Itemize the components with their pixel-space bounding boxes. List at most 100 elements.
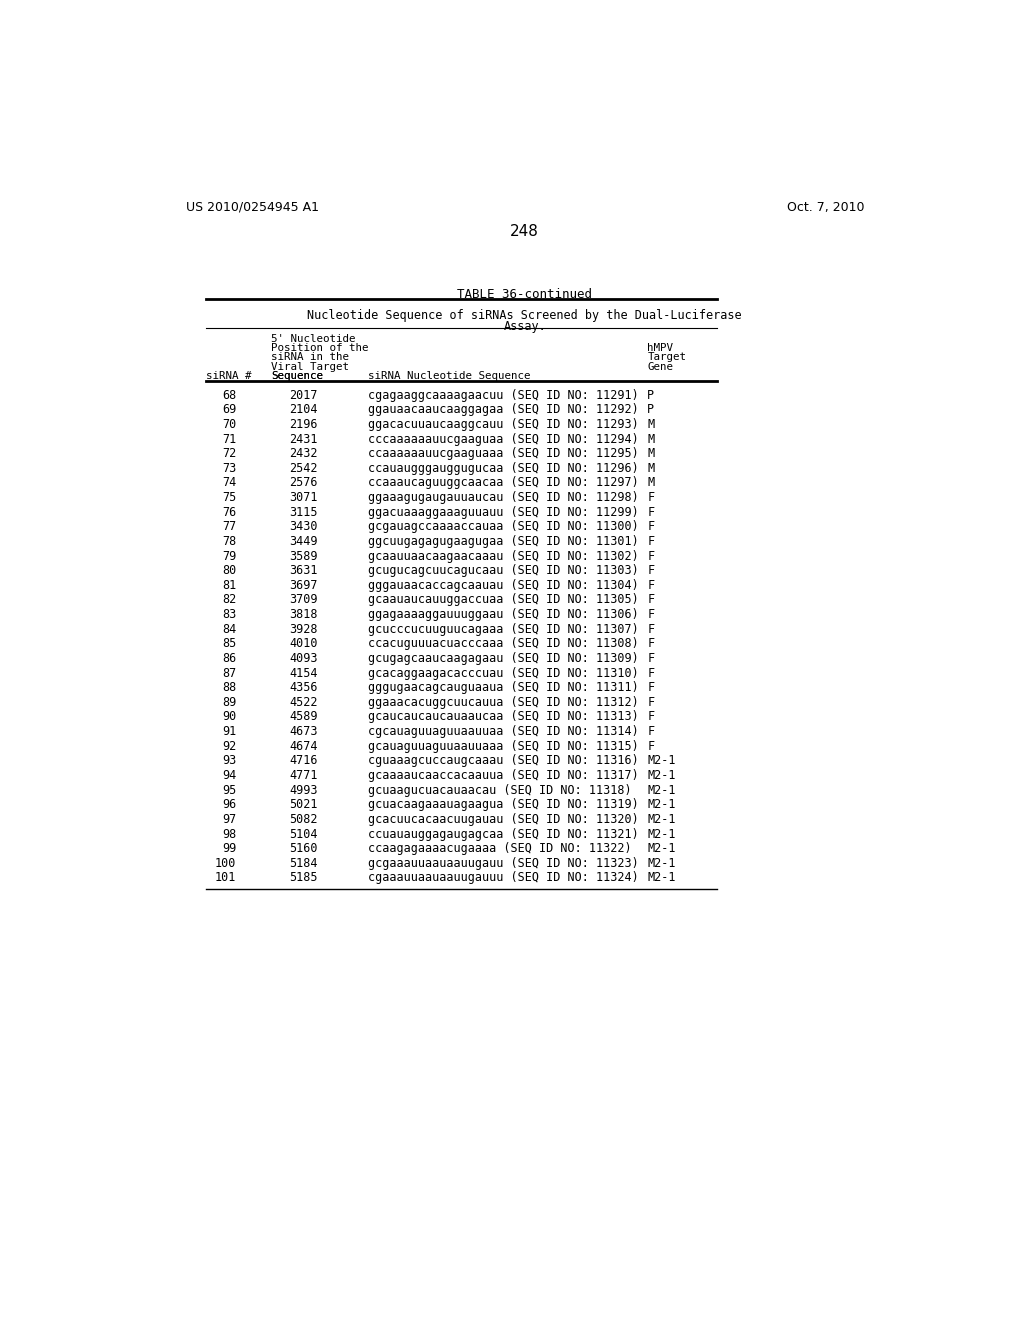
Text: US 2010/0254945 A1: US 2010/0254945 A1 (186, 201, 319, 214)
Text: 93: 93 (222, 755, 237, 767)
Text: cgcauaguuaguuaauuaa (SEQ ID NO: 11314): cgcauaguuaguuaauuaa (SEQ ID NO: 11314) (369, 725, 639, 738)
Text: 3115: 3115 (290, 506, 317, 519)
Text: M: M (647, 418, 654, 430)
Text: 3928: 3928 (290, 623, 317, 636)
Text: F: F (647, 710, 654, 723)
Text: ccaaaaaauucgaaguaaa (SEQ ID NO: 11295): ccaaaaaauucgaaguaaa (SEQ ID NO: 11295) (369, 447, 639, 461)
Text: 77: 77 (222, 520, 237, 533)
Text: 5185: 5185 (290, 871, 317, 884)
Text: gcaaaaucaaccacaauua (SEQ ID NO: 11317): gcaaaaucaaccacaauua (SEQ ID NO: 11317) (369, 770, 639, 781)
Text: ggcuugagagugaagugaa (SEQ ID NO: 11301): ggcuugagagugaagugaa (SEQ ID NO: 11301) (369, 535, 639, 548)
Text: siRNA in the: siRNA in the (271, 352, 349, 363)
Text: 84: 84 (222, 623, 237, 636)
Text: 71: 71 (222, 433, 237, 446)
Text: cgaaauuaauaauugauuu (SEQ ID NO: 11324): cgaaauuaauaauugauuu (SEQ ID NO: 11324) (369, 871, 639, 884)
Text: gcaauaucauuggaccuaa (SEQ ID NO: 11305): gcaauaucauuggaccuaa (SEQ ID NO: 11305) (369, 594, 639, 606)
Text: ggacuaaaggaaaguuauu (SEQ ID NO: 11299): ggacuaaaggaaaguuauu (SEQ ID NO: 11299) (369, 506, 639, 519)
Text: gcugagcaaucaagagaau (SEQ ID NO: 11309): gcugagcaaucaagagaau (SEQ ID NO: 11309) (369, 652, 639, 665)
Text: F: F (647, 652, 654, 665)
Text: F: F (647, 564, 654, 577)
Text: 74: 74 (222, 477, 237, 490)
Text: gcaucaucaucauaaucaa (SEQ ID NO: 11313): gcaucaucaucauaaucaa (SEQ ID NO: 11313) (369, 710, 639, 723)
Text: gggauaacaccagcaauau (SEQ ID NO: 11304): gggauaacaccagcaauau (SEQ ID NO: 11304) (369, 579, 639, 591)
Text: 4589: 4589 (290, 710, 317, 723)
Text: 90: 90 (222, 710, 237, 723)
Text: 75: 75 (222, 491, 237, 504)
Text: Gene: Gene (647, 362, 673, 372)
Text: 4771: 4771 (290, 770, 317, 781)
Text: ggacacuuaucaaggcauu (SEQ ID NO: 11293): ggacacuuaucaaggcauu (SEQ ID NO: 11293) (369, 418, 639, 430)
Text: 2017: 2017 (290, 388, 317, 401)
Text: 5' Nucleotide: 5' Nucleotide (271, 334, 356, 345)
Text: 4522: 4522 (290, 696, 317, 709)
Text: 91: 91 (222, 725, 237, 738)
Text: 3709: 3709 (290, 594, 317, 606)
Text: gcauaguuaguuaauuaaa (SEQ ID NO: 11315): gcauaguuaguuaauuaaa (SEQ ID NO: 11315) (369, 739, 639, 752)
Text: 3071: 3071 (290, 491, 317, 504)
Text: gcacuucacaacuugauau (SEQ ID NO: 11320): gcacuucacaacuugauau (SEQ ID NO: 11320) (369, 813, 639, 826)
Text: 5184: 5184 (290, 857, 317, 870)
Text: 3430: 3430 (290, 520, 317, 533)
Text: M2-1: M2-1 (647, 770, 676, 781)
Text: 2432: 2432 (290, 447, 317, 461)
Text: 96: 96 (222, 799, 237, 812)
Text: ccauaugggauggugucaa (SEQ ID NO: 11296): ccauaugggauggugucaa (SEQ ID NO: 11296) (369, 462, 639, 475)
Text: F: F (647, 725, 654, 738)
Text: gcuacaagaaauagaagua (SEQ ID NO: 11319): gcuacaagaaauagaagua (SEQ ID NO: 11319) (369, 799, 639, 812)
Text: 5082: 5082 (290, 813, 317, 826)
Text: P: P (647, 404, 654, 416)
Text: Sequence: Sequence (271, 371, 324, 381)
Text: P: P (647, 388, 654, 401)
Text: 3589: 3589 (290, 549, 317, 562)
Text: gcgaaauuaauaauugauu (SEQ ID NO: 11323): gcgaaauuaauaauugauu (SEQ ID NO: 11323) (369, 857, 639, 870)
Text: 4154: 4154 (290, 667, 317, 680)
Text: ggaaacacuggcuucauua (SEQ ID NO: 11312): ggaaacacuggcuucauua (SEQ ID NO: 11312) (369, 696, 639, 709)
Text: 5104: 5104 (290, 828, 317, 841)
Text: F: F (647, 549, 654, 562)
Text: 87: 87 (222, 667, 237, 680)
Text: F: F (647, 579, 654, 591)
Text: F: F (647, 681, 654, 694)
Text: M: M (647, 447, 654, 461)
Text: 82: 82 (222, 594, 237, 606)
Text: ccuauauggagaugagcaa (SEQ ID NO: 11321): ccuauauggagaugagcaa (SEQ ID NO: 11321) (369, 828, 639, 841)
Text: 86: 86 (222, 652, 237, 665)
Text: M: M (647, 462, 654, 475)
Text: Nucleotide Sequence of siRNAs Screened by the Dual-Luciferase: Nucleotide Sequence of siRNAs Screened b… (307, 309, 742, 322)
Text: M2-1: M2-1 (647, 828, 676, 841)
Text: 85: 85 (222, 638, 237, 651)
Text: 69: 69 (222, 404, 237, 416)
Text: Target: Target (647, 352, 686, 363)
Text: gcugucagcuucagucaau (SEQ ID NO: 11303): gcugucagcuucagucaau (SEQ ID NO: 11303) (369, 564, 639, 577)
Text: Assay.: Assay. (504, 321, 546, 333)
Text: 89: 89 (222, 696, 237, 709)
Text: ggauaacaaucaaggagaa (SEQ ID NO: 11292): ggauaacaaucaaggagaa (SEQ ID NO: 11292) (369, 404, 639, 416)
Text: 3631: 3631 (290, 564, 317, 577)
Text: F: F (647, 520, 654, 533)
Text: 248: 248 (510, 224, 540, 239)
Text: 81: 81 (222, 579, 237, 591)
Text: F: F (647, 506, 654, 519)
Text: siRNA #: siRNA # (206, 371, 251, 381)
Text: 78: 78 (222, 535, 237, 548)
Text: 4010: 4010 (290, 638, 317, 651)
Text: M2-1: M2-1 (647, 842, 676, 855)
Text: 70: 70 (222, 418, 237, 430)
Text: gcuaagucuacauaacau (SEQ ID NO: 11318): gcuaagucuacauaacau (SEQ ID NO: 11318) (369, 784, 632, 797)
Text: 80: 80 (222, 564, 237, 577)
Text: TABLE 36-continued: TABLE 36-continued (458, 288, 592, 301)
Text: 2196: 2196 (290, 418, 317, 430)
Text: 83: 83 (222, 609, 237, 622)
Text: siRNA Nucleotide Sequence: siRNA Nucleotide Sequence (369, 371, 530, 381)
Text: 92: 92 (222, 739, 237, 752)
Text: cccaaaaaauucgaaguaa (SEQ ID NO: 11294): cccaaaaaauucgaaguaa (SEQ ID NO: 11294) (369, 433, 639, 446)
Text: 4993: 4993 (290, 784, 317, 797)
Text: 97: 97 (222, 813, 237, 826)
Text: 3818: 3818 (290, 609, 317, 622)
Text: F: F (647, 491, 654, 504)
Text: M2-1: M2-1 (647, 755, 676, 767)
Text: F: F (647, 739, 654, 752)
Text: cgagaaggcaaaagaacuu (SEQ ID NO: 11291): cgagaaggcaaaagaacuu (SEQ ID NO: 11291) (369, 388, 639, 401)
Text: ggaaagugaugauuaucau (SEQ ID NO: 11298): ggaaagugaugauuaucau (SEQ ID NO: 11298) (369, 491, 639, 504)
Text: 94: 94 (222, 770, 237, 781)
